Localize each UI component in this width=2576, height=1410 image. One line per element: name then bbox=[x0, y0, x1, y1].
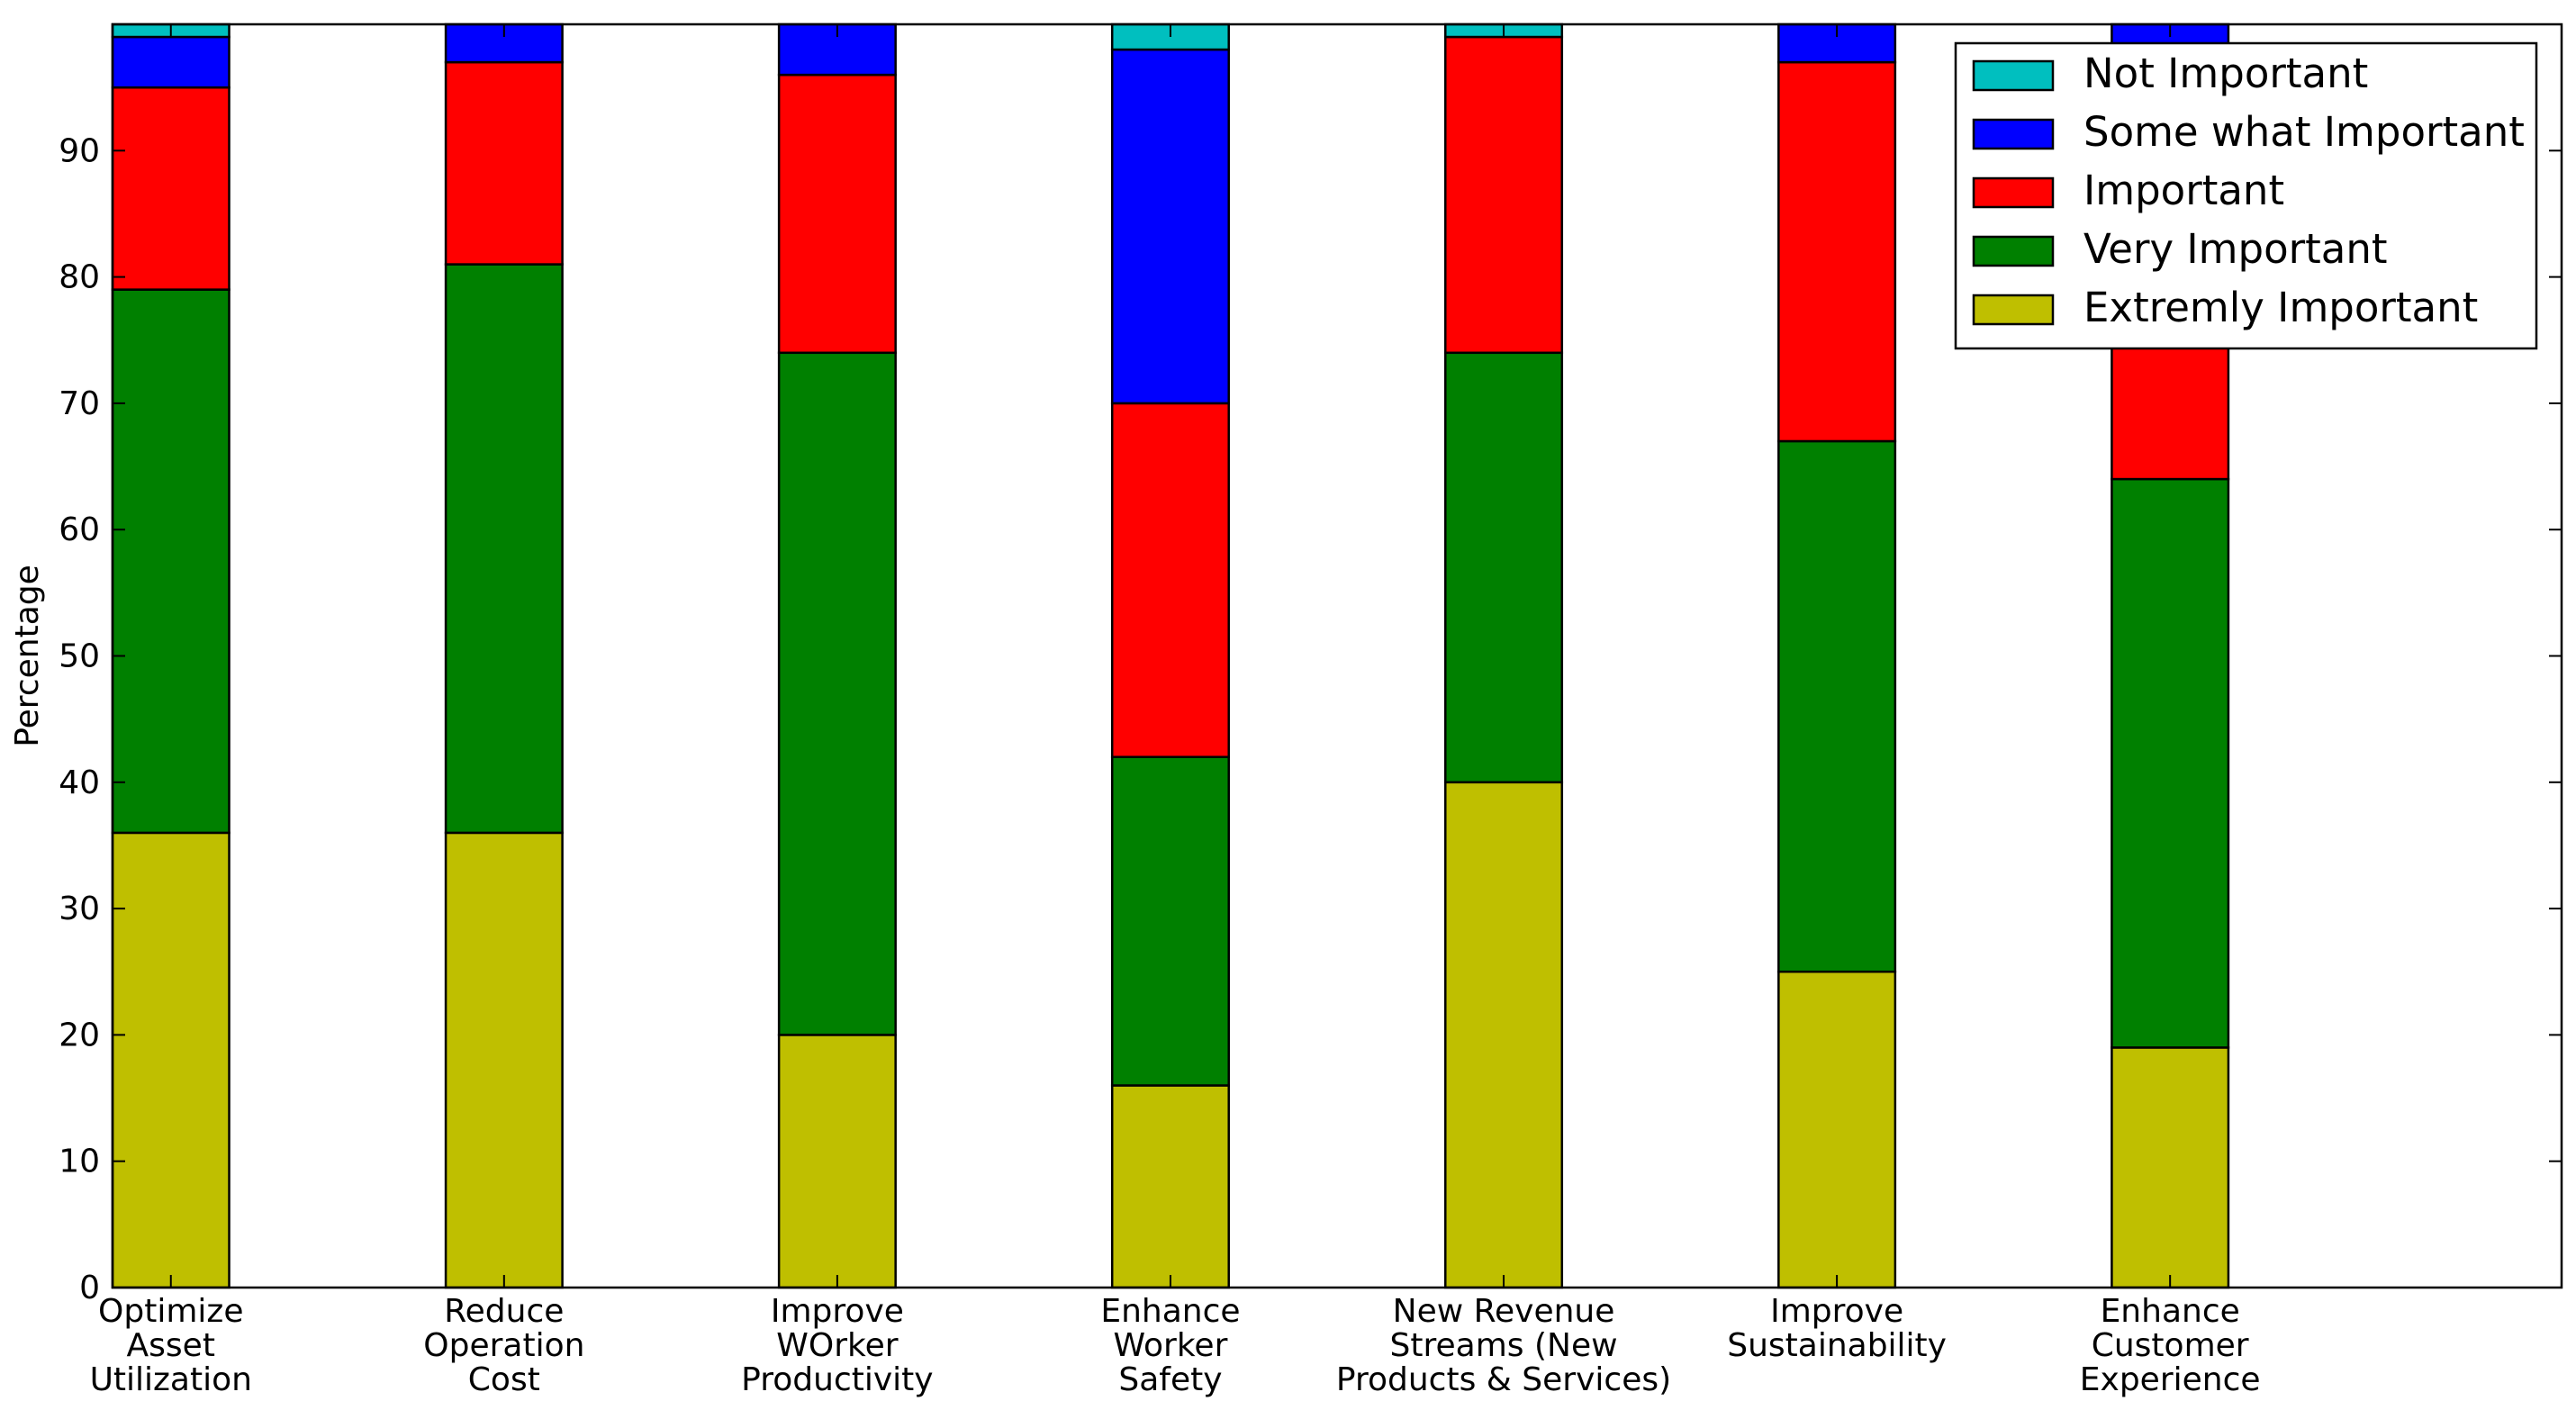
bar-very-important-3 bbox=[777, 351, 897, 1036]
x-category-label-line: Asset bbox=[127, 1327, 215, 1364]
x-category-label-5: New Revenue Streams (New Products & Servic… bbox=[1336, 1293, 1671, 1398]
x-category-label-7: Enhance Customer Experience bbox=[2080, 1293, 2261, 1398]
y-tick-label: 90 bbox=[59, 132, 100, 169]
y-tick-label: 50 bbox=[59, 638, 100, 675]
x-category-label-line: Productivity bbox=[741, 1361, 933, 1398]
y-tick-label: 0 bbox=[79, 1270, 100, 1306]
x-category-label-6: Improve Sustainability bbox=[1727, 1293, 1947, 1364]
x-category-label-line: Sustainability bbox=[1727, 1327, 1947, 1364]
bar-extremly-important-2 bbox=[444, 831, 564, 1289]
x-category-label-line: Experience bbox=[2080, 1361, 2261, 1398]
bar-very-important-6 bbox=[1777, 439, 1897, 973]
bar-very-important-2 bbox=[444, 263, 564, 835]
x-category-label-line: Improve bbox=[1770, 1293, 1903, 1330]
bar-extremly-important-3 bbox=[777, 1034, 897, 1289]
x-category-label-line: Utilization bbox=[90, 1361, 252, 1398]
bars-group bbox=[111, 23, 2230, 1289]
legend-swatch-not-important bbox=[1972, 59, 2055, 92]
x-category-label-line: WOrker bbox=[776, 1327, 898, 1364]
legend-swatch-extremly-important bbox=[1972, 294, 2055, 326]
bar-very-important-1 bbox=[111, 288, 230, 835]
y-tick-label: 30 bbox=[59, 890, 100, 927]
bar-some-what-important-4 bbox=[1110, 48, 1230, 405]
bar-extremly-important-6 bbox=[1777, 971, 1897, 1289]
bar-some-what-important-1 bbox=[111, 35, 230, 89]
bar-very-important-7 bbox=[2111, 477, 2230, 1049]
x-category-label-line: New Revenue bbox=[1393, 1293, 1615, 1330]
bar-important-5 bbox=[1444, 35, 1564, 355]
bar-important-4 bbox=[1110, 402, 1230, 758]
legend-label-not-important: Not Important bbox=[2083, 50, 2368, 97]
x-category-label-line: Products & Services) bbox=[1336, 1361, 1671, 1398]
y-tick-label: 20 bbox=[59, 1017, 100, 1053]
x-category-label-line: Optimize bbox=[98, 1293, 243, 1330]
y-tick-label: 40 bbox=[59, 764, 100, 801]
bar-important-6 bbox=[1777, 60, 1897, 443]
bar-extremly-important-7 bbox=[2111, 1046, 2230, 1289]
bar-extremly-important-5 bbox=[1444, 781, 1564, 1289]
bar-important-1 bbox=[111, 86, 230, 291]
legend-swatch-important bbox=[1972, 176, 2055, 209]
legend-label-important: Important bbox=[2083, 167, 2284, 214]
x-category-label-1: Optimize Asset Utilization bbox=[90, 1293, 252, 1398]
legend-label-some-what-important: Some what Important bbox=[2083, 108, 2525, 156]
x-category-label-line: Enhance bbox=[1100, 1293, 1240, 1330]
bar-important-2 bbox=[444, 60, 564, 266]
x-category-label-4: Enhance Worker Safety bbox=[1100, 1293, 1240, 1398]
legend: Not Important Some what Important Importan… bbox=[1954, 41, 2538, 350]
bar-important-3 bbox=[777, 73, 897, 355]
x-category-label-line: Reduce bbox=[444, 1293, 564, 1330]
x-category-label-3: Improve WOrker Productivity bbox=[741, 1293, 933, 1398]
bar-extremly-important-4 bbox=[1110, 1084, 1230, 1289]
x-category-label-2: Reduce Operation Cost bbox=[423, 1293, 584, 1398]
legend-label-extremly-important: Extremly Important bbox=[2083, 284, 2478, 331]
x-category-label-line: Cost bbox=[468, 1361, 540, 1398]
x-category-label-line: Streams (New bbox=[1390, 1327, 1618, 1364]
x-category-label-line: Improve bbox=[771, 1293, 904, 1330]
y-tick-label: 10 bbox=[59, 1143, 100, 1180]
bar-extremly-important-1 bbox=[111, 831, 230, 1289]
legend-label-very-important: Very Important bbox=[2083, 225, 2388, 273]
y-tick-label: 60 bbox=[59, 511, 100, 548]
y-tick-label: 80 bbox=[59, 259, 100, 296]
x-category-label-line: Enhance bbox=[2101, 1293, 2240, 1330]
x-category-label-line: Customer bbox=[2092, 1327, 2249, 1364]
legend-swatch-very-important bbox=[1972, 235, 2055, 267]
x-category-label-line: Worker bbox=[1114, 1327, 1228, 1364]
x-category-label-line: Safety bbox=[1118, 1361, 1222, 1398]
y-axis-label: Percentage bbox=[9, 565, 46, 747]
y-tick-label: 70 bbox=[59, 385, 100, 422]
bar-very-important-4 bbox=[1110, 755, 1230, 1087]
bar-very-important-5 bbox=[1444, 351, 1564, 784]
legend-swatch-some-what-important bbox=[1972, 118, 2055, 150]
axes-group: 0 10 20 30 40 50 60 70 80 90 Optimize Asset Utilizat… bbox=[9, 23, 2563, 1398]
x-category-label-line: Operation bbox=[423, 1327, 584, 1364]
